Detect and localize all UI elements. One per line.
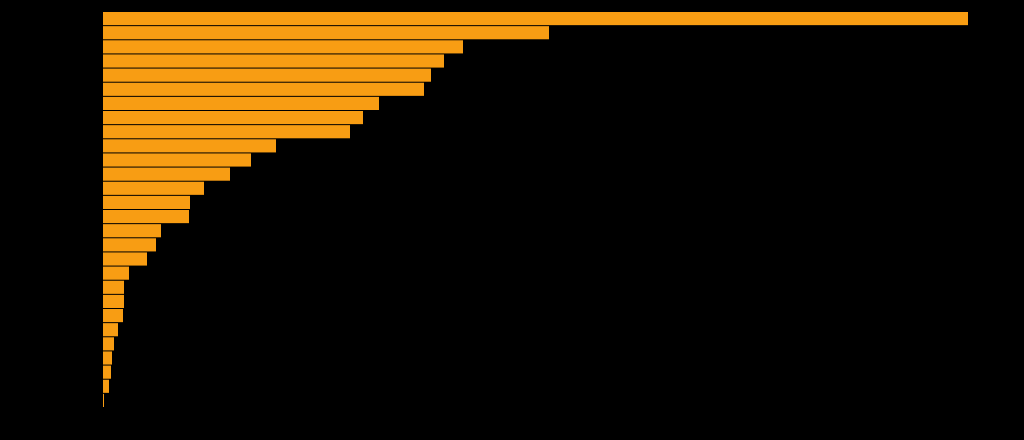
bar — [103, 40, 463, 54]
bar — [103, 139, 276, 153]
bar — [103, 181, 204, 195]
bar — [103, 82, 424, 96]
bar — [103, 210, 189, 224]
bar — [103, 252, 147, 266]
bar — [103, 68, 431, 82]
bar — [103, 280, 124, 294]
bar — [103, 195, 190, 209]
bar — [103, 167, 230, 181]
bar — [103, 26, 549, 40]
bar — [103, 379, 109, 393]
bar — [103, 309, 123, 323]
bar — [103, 365, 111, 379]
bar — [103, 351, 112, 365]
bar — [103, 266, 129, 280]
bar — [103, 96, 379, 110]
bar — [103, 54, 444, 68]
bar — [103, 224, 161, 238]
bar — [103, 337, 114, 351]
bar — [103, 238, 156, 252]
bar — [103, 294, 124, 308]
bar — [103, 153, 251, 167]
bar — [103, 323, 118, 337]
bar — [103, 393, 104, 407]
bar — [103, 125, 350, 139]
bar — [103, 12, 968, 26]
bar — [103, 111, 363, 125]
